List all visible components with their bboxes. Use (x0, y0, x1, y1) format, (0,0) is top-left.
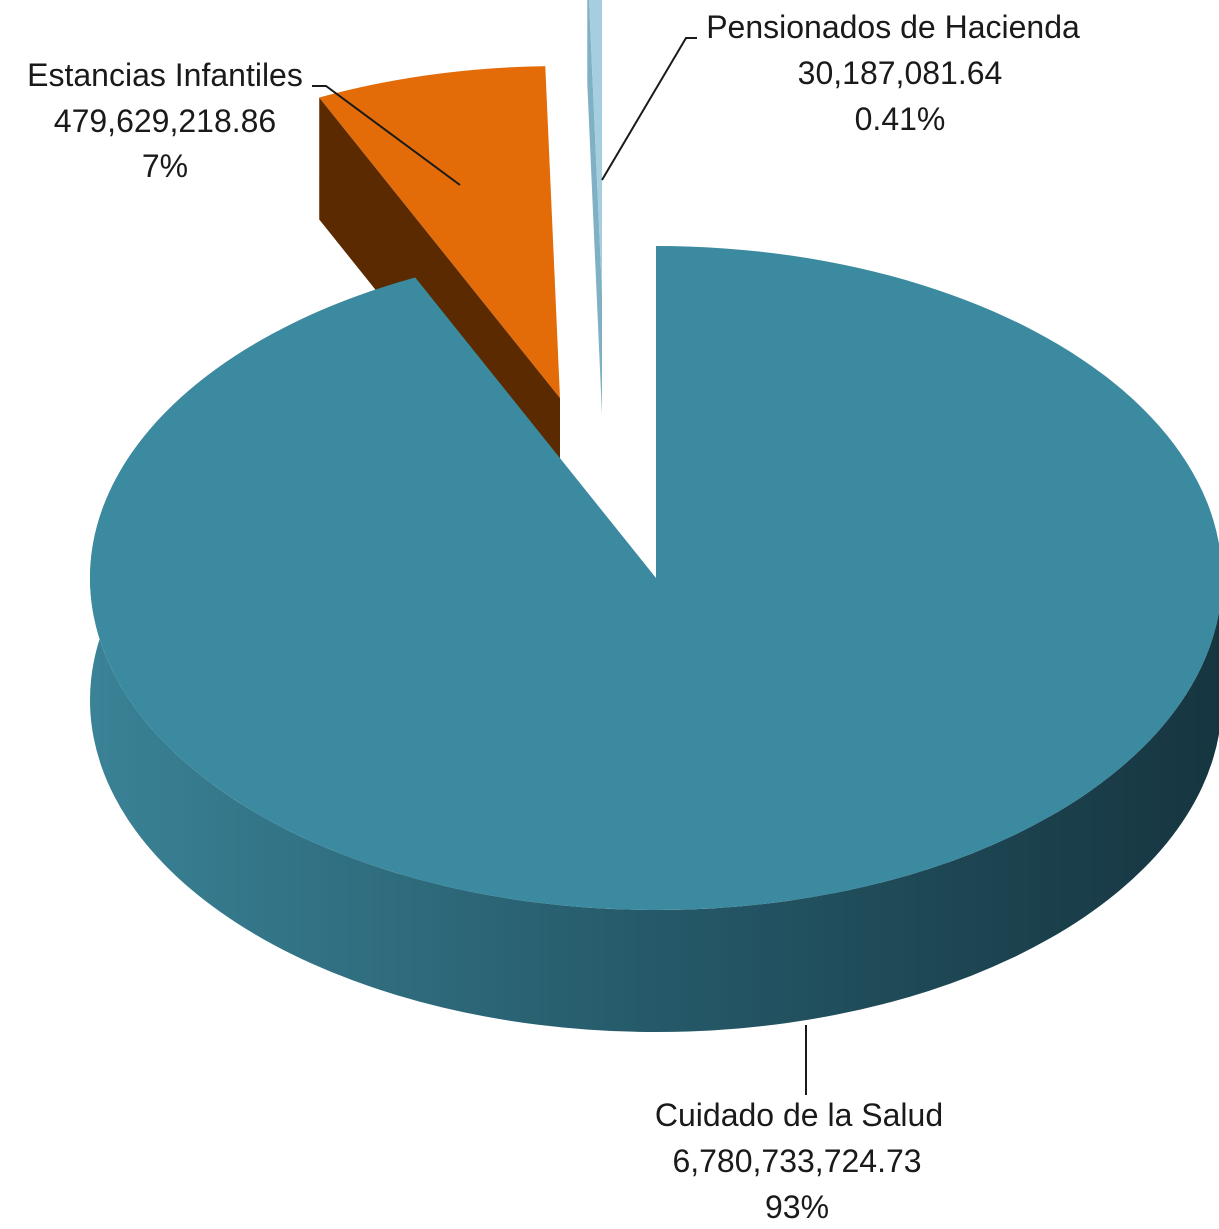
leader-lines (312, 37, 807, 1095)
value-label-pensionados: 30,187,081.64 (798, 55, 1003, 91)
slice-0 (90, 246, 1219, 1032)
percent-label-pensionados: 0.41% (855, 101, 946, 137)
pie-slices (90, 0, 1219, 1032)
slice-wall-2 (587, 0, 602, 415)
slice-top-1 (319, 66, 560, 398)
percent-label-cuidado: 93% (765, 1189, 829, 1225)
slice-top-2 (589, 0, 602, 293)
category-label-pensionados: Pensionados de Hacienda (706, 9, 1080, 45)
percent-label-estancias: 7% (142, 148, 188, 184)
leader-line-pensionados (601, 37, 697, 181)
leader-line-estancias (312, 85, 461, 186)
value-label-estancias: 479,629,218.86 (54, 103, 276, 139)
value-label-cuidado: 6,780,733,724.73 (672, 1143, 921, 1179)
slice-2 (587, 0, 602, 415)
category-label-estancias: Estancias Infantiles (27, 57, 303, 93)
data-labels: Estancias Infantiles 479,629,218.86 7% P… (27, 9, 1080, 1225)
slice-top-0 (90, 246, 1219, 910)
category-label-cuidado: Cuidado de la Salud (655, 1097, 943, 1133)
